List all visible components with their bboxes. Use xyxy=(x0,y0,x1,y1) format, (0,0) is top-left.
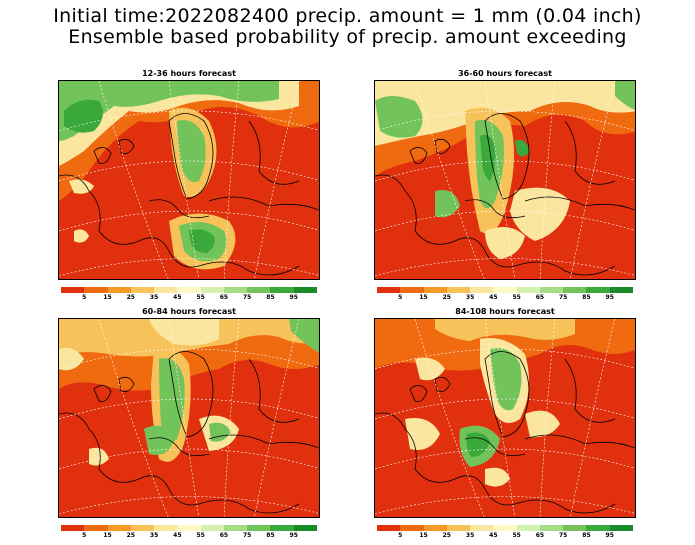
legend-label: 65 xyxy=(535,532,545,539)
legend-label: 35 xyxy=(465,294,475,301)
legend-label: 55 xyxy=(196,294,205,301)
legend-label: 55 xyxy=(196,532,205,539)
panel-title: 60-84 hours forecast xyxy=(142,307,236,316)
legend-colorbar xyxy=(377,525,633,531)
legend-label: 45 xyxy=(173,294,182,301)
probability-legend: 5 15 25 35 45 55 65 75 85 95 xyxy=(377,525,633,540)
panel-title: 36-60 hours forecast xyxy=(458,69,552,78)
forecast-panel-84-108: 84-108 hours forecast xyxy=(374,307,636,539)
legend-label: 75 xyxy=(243,294,252,301)
probability-map xyxy=(58,318,320,518)
probability-map xyxy=(58,80,320,280)
legend-label: 75 xyxy=(559,294,568,301)
legend-label: 45 xyxy=(489,532,498,539)
forecast-panel-36-60: 36-60 hours forecast xyxy=(374,69,636,301)
legend-label: 85 xyxy=(582,294,591,301)
legend-label: 65 xyxy=(219,294,229,301)
forecast-panel-60-84: 60-84 hours forecast xyxy=(58,307,320,539)
legend-label: 35 xyxy=(465,532,475,539)
legend-label: 5 xyxy=(398,532,403,539)
title-line-1: Initial time:2022082400 precip. amount =… xyxy=(53,5,642,27)
probability-legend: 5 15 25 35 45 55 65 75 85 95 xyxy=(377,287,633,302)
panel-title: 12-36 hours forecast xyxy=(142,69,236,78)
legend-label: 95 xyxy=(289,294,298,301)
legend-label: 25 xyxy=(126,532,135,539)
panel-title: 84-108 hours forecast xyxy=(455,307,555,316)
legend-label: 15 xyxy=(103,532,112,539)
legend-labels: 5 15 25 35 45 55 65 75 85 95 xyxy=(61,531,317,539)
legend-label: 35 xyxy=(149,294,159,301)
legend-colorbar xyxy=(61,525,317,531)
legend-label: 95 xyxy=(289,532,298,539)
legend-label: 95 xyxy=(605,294,614,301)
legend-label: 5 xyxy=(82,532,87,539)
legend-labels: 5 15 25 35 45 55 65 75 85 95 xyxy=(61,293,317,301)
legend-label: 45 xyxy=(173,532,182,539)
legend-label: 5 xyxy=(398,294,403,301)
legend-label: 85 xyxy=(266,294,275,301)
probability-legend: 5 15 25 35 45 55 65 75 85 95 xyxy=(61,287,317,302)
probability-map xyxy=(374,80,636,280)
legend-colorbar xyxy=(61,287,317,293)
legend-labels: 5 15 25 35 45 55 65 75 85 95 xyxy=(377,293,633,301)
legend-label: 25 xyxy=(442,532,451,539)
legend-label: 65 xyxy=(219,532,229,539)
legend-label: 25 xyxy=(126,294,135,301)
legend-label: 15 xyxy=(103,294,112,301)
legend-label: 75 xyxy=(559,532,568,539)
legend-colorbar xyxy=(377,287,633,293)
legend-label: 95 xyxy=(605,532,614,539)
legend-label: 15 xyxy=(419,532,428,539)
probability-map xyxy=(374,318,636,518)
legend-label: 15 xyxy=(419,294,428,301)
legend-label: 45 xyxy=(489,294,498,301)
legend-label: 25 xyxy=(442,294,451,301)
probability-legend: 5 15 25 35 45 55 65 75 85 95 xyxy=(61,525,317,540)
legend-label: 65 xyxy=(535,294,545,301)
legend-labels: 5 15 25 35 45 55 65 75 85 95 xyxy=(377,531,633,539)
legend-label: 55 xyxy=(512,532,521,539)
title-line-2: Ensemble based probability of precip. am… xyxy=(68,26,627,48)
forecast-panel-12-36: 12-36 hours forecast xyxy=(58,69,320,301)
legend-label: 85 xyxy=(582,532,591,539)
legend-label: 35 xyxy=(149,532,159,539)
legend-label: 75 xyxy=(243,532,252,539)
legend-label: 5 xyxy=(82,294,87,301)
legend-label: 55 xyxy=(512,294,521,301)
legend-label: 85 xyxy=(266,532,275,539)
